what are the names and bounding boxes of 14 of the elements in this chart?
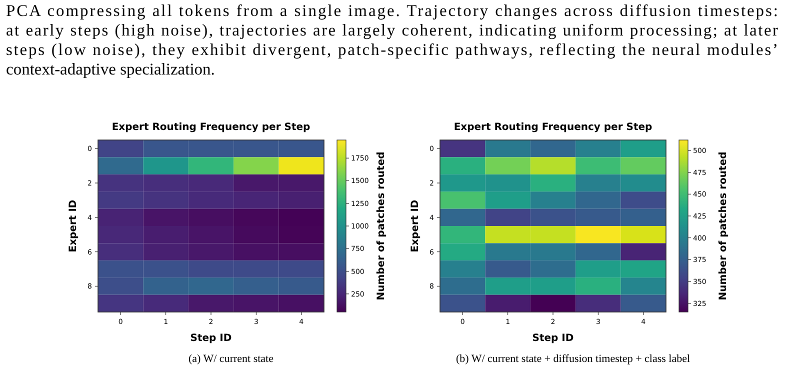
text: steps (low noise), they exhibit divergent, patch-specific pathways, reflecting the neural modules’	[6, 40, 778, 59]
y-axis-title: Expert ID	[68, 200, 79, 252]
color-bar-title: Number of patches routed	[718, 152, 729, 300]
color-bar-title: Number of patches routed	[376, 152, 387, 300]
text: (a) W/ current state	[188, 353, 274, 365]
y-axis-title: Expert ID	[410, 200, 421, 252]
text: context-adaptive specialization.	[6, 60, 215, 78]
text: (b) W/ current state + diffusion timestep + class label	[456, 353, 690, 365]
text: PCA compressing all tokens from a single image. Trajectory changes across diffusion timesteps:	[6, 1, 778, 20]
x-axis-title: Step ID	[190, 333, 232, 344]
x-axis-title: Step ID	[532, 333, 574, 344]
chart-title: Expert Routing Frequency per Step	[112, 122, 310, 133]
chart-title: Expert Routing Frequency per Step	[454, 122, 652, 133]
text: at early steps (high noise), trajectories are largely coherent, indicating uniform processing; at later	[6, 20, 778, 40]
